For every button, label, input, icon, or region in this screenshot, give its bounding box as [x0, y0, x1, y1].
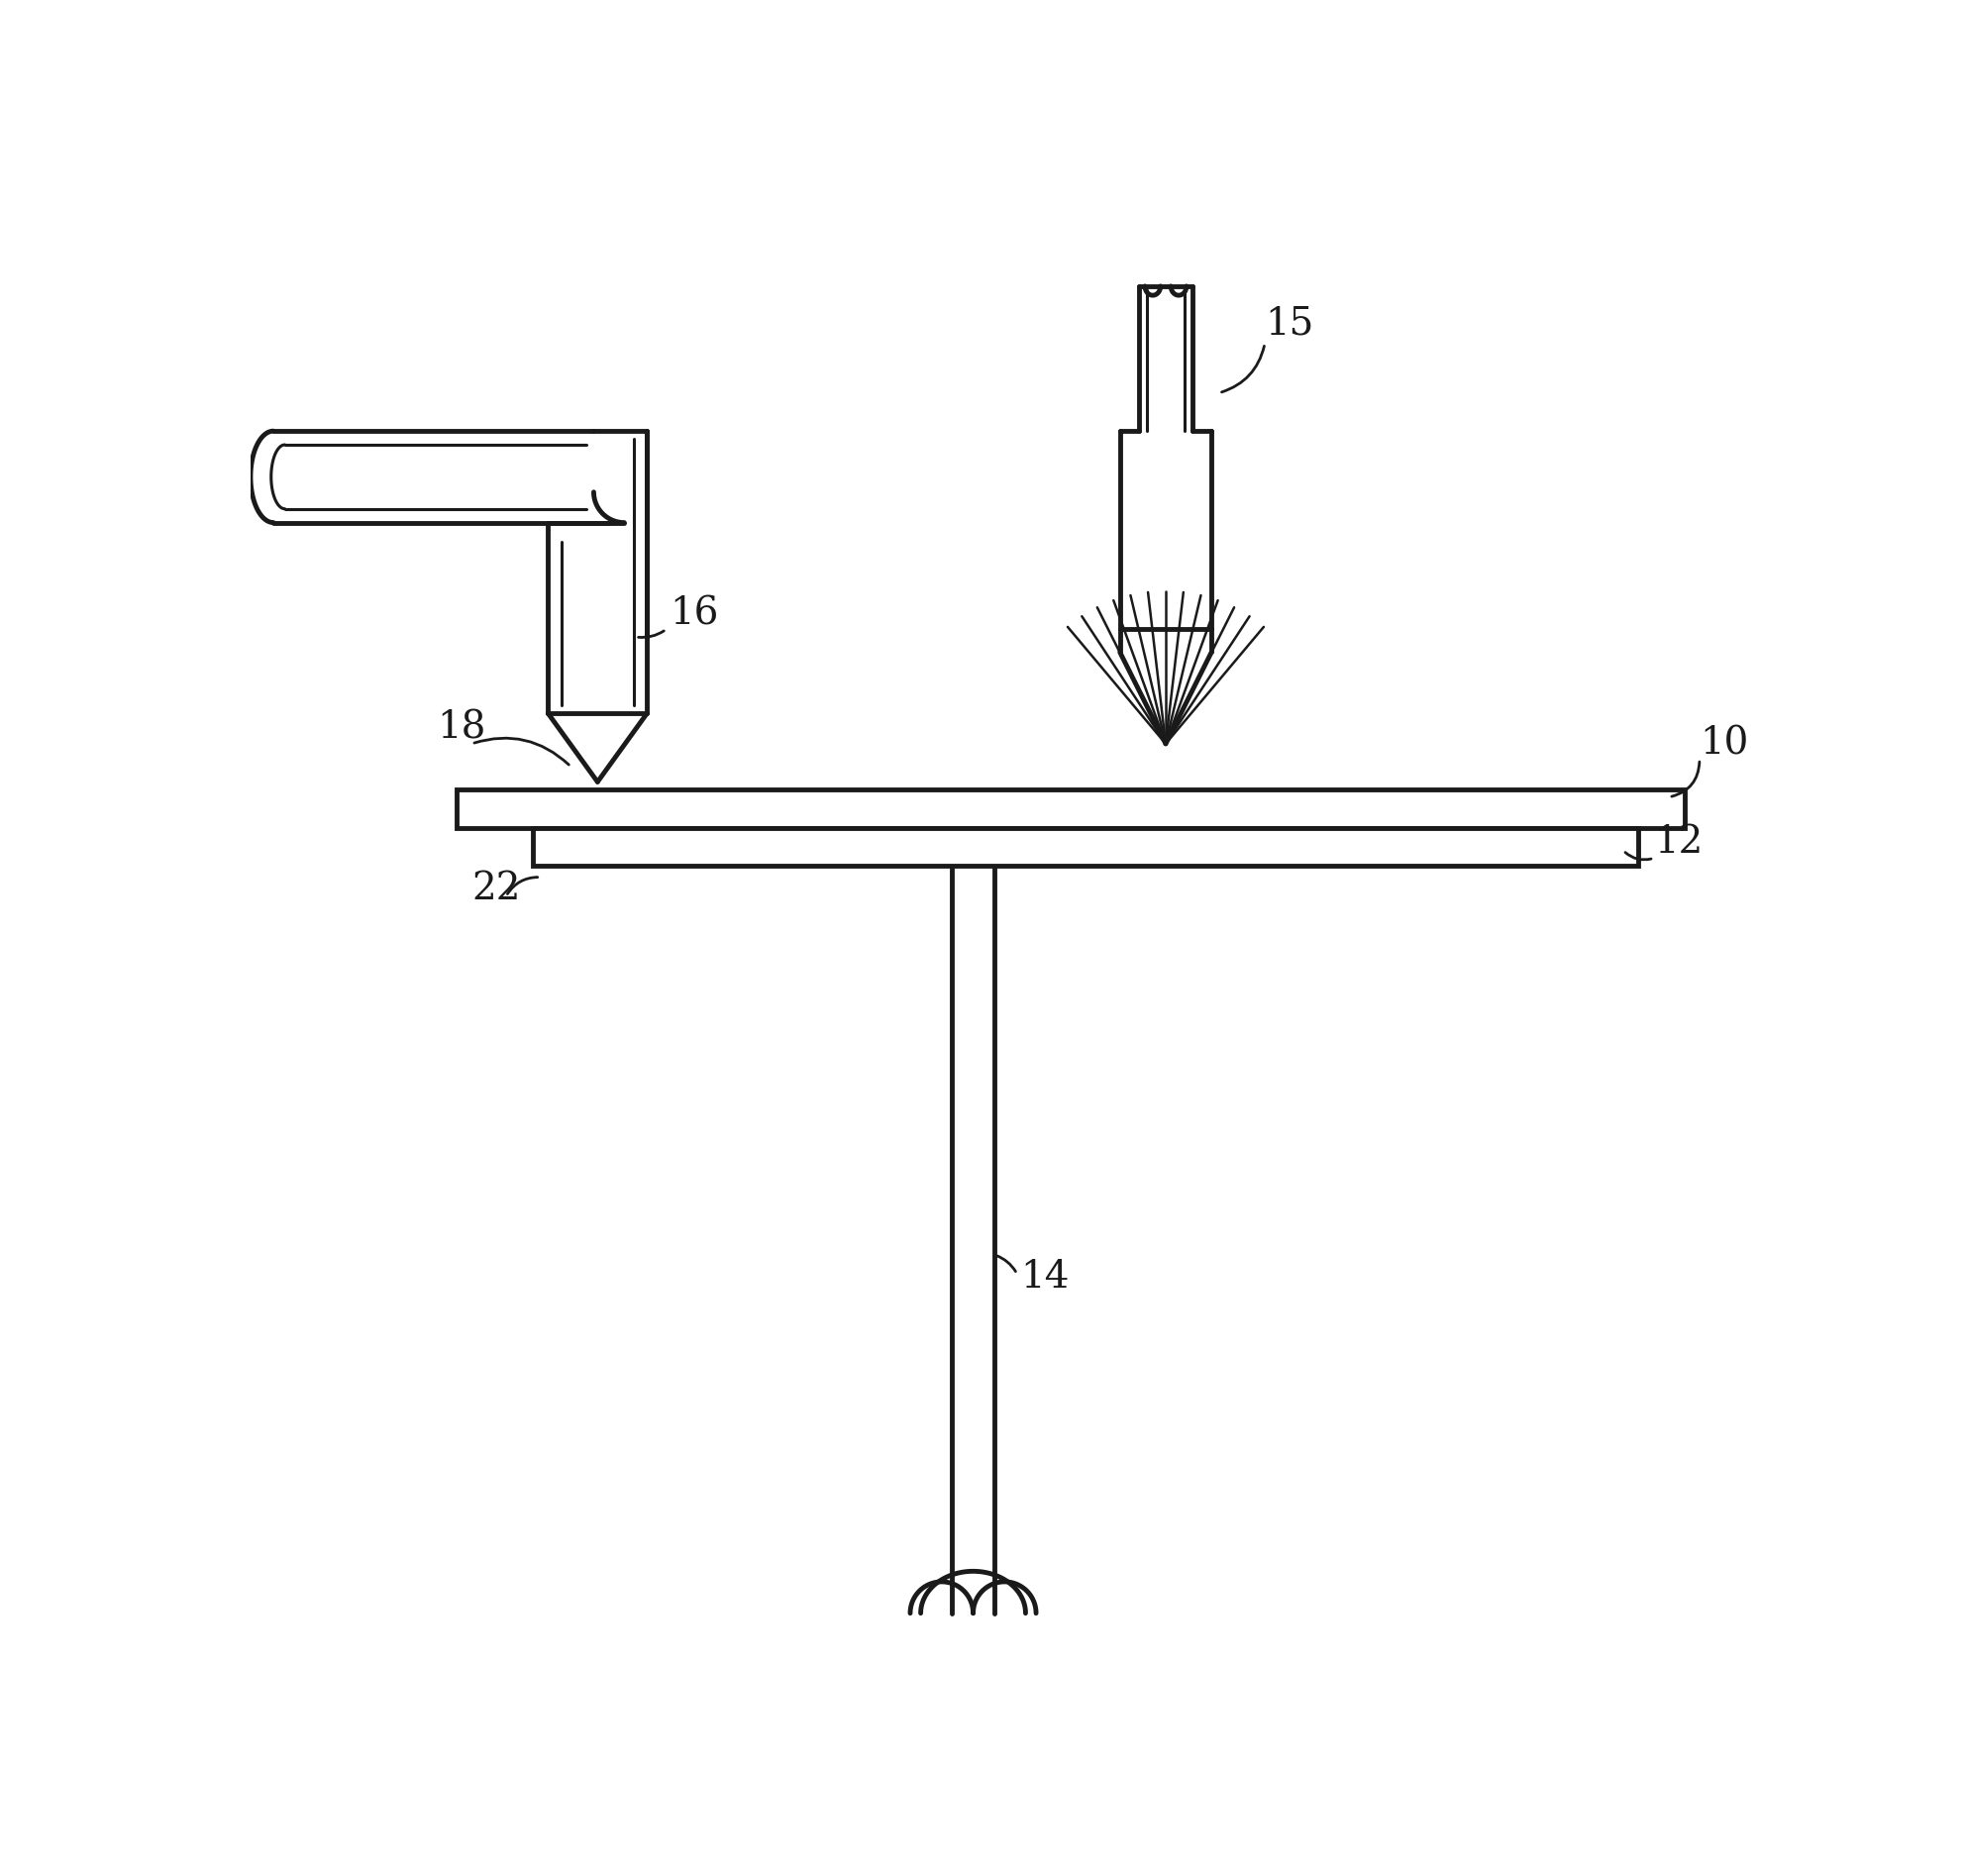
Text: 15: 15: [1265, 306, 1315, 343]
Text: 14: 14: [1020, 1259, 1069, 1296]
Text: 12: 12: [1655, 825, 1702, 861]
Bar: [456, 790, 1684, 827]
Text: 18: 18: [438, 711, 485, 747]
Text: 10: 10: [1700, 726, 1749, 762]
Text: 16: 16: [670, 597, 719, 632]
Text: 22: 22: [472, 870, 521, 906]
Bar: [533, 827, 1639, 865]
